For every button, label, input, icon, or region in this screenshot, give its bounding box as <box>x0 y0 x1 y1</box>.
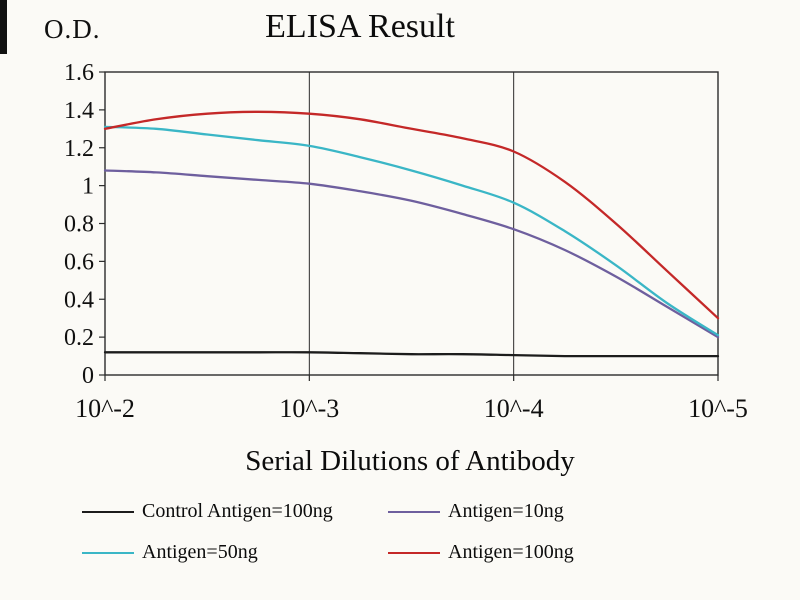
legend-item-antigen-10ng: Antigen=10ng <box>388 500 742 523</box>
series-line-antigen-100ng <box>103 110 720 320</box>
legend-item-control-antigen-100ng: Control Antigen=100ng <box>82 500 388 523</box>
legend-label: Antigen=50ng <box>142 541 258 563</box>
series-line-antigen-10ng <box>103 169 720 339</box>
x-tick-label: 10^-4 <box>484 394 544 423</box>
y-tick-label: 1.6 <box>64 60 94 86</box>
plot-border <box>104 71 719 376</box>
x-tick-label: 10^-2 <box>75 394 135 423</box>
y-tick-label: 0.8 <box>64 212 94 238</box>
y-tick-label: 0.4 <box>64 287 94 313</box>
legend-line-swatch <box>388 551 440 554</box>
y-tick-label: 0.6 <box>64 249 94 275</box>
photo-edge-artifact <box>0 0 7 54</box>
y-axis-title: O.D. <box>44 14 101 44</box>
y-tick-label: 0.2 <box>64 325 94 351</box>
legend-line-swatch <box>388 510 440 513</box>
x-axis-title: Serial Dilutions of Antibody <box>245 445 575 477</box>
x-tick-label: 10^-5 <box>688 394 748 423</box>
legend-line-swatch <box>82 551 134 554</box>
y-tick-label: 1 <box>82 174 94 200</box>
legend: Control Antigen=100ng Antigen=10ng Antigen… <box>82 500 742 564</box>
legend-label: Antigen=100ng <box>448 541 574 563</box>
y-tick-label: 1.2 <box>64 136 94 162</box>
y-tick-label: 1.4 <box>64 98 94 124</box>
chart-title: ELISA Result <box>265 8 455 45</box>
series-line-control-antigen-100ng <box>103 351 720 358</box>
series-line-antigen-50ng <box>103 125 720 337</box>
legend-item-antigen-100ng: Antigen=100ng <box>388 541 742 564</box>
legend-label: Antigen=10ng <box>448 500 564 522</box>
legend-item-antigen-50ng: Antigen=50ng <box>82 541 388 564</box>
x-tick-label: 10^-3 <box>279 394 339 423</box>
legend-label: Control Antigen=100ng <box>142 500 333 522</box>
legend-line-swatch <box>82 510 134 513</box>
y-tick-label: 0 <box>82 363 94 389</box>
